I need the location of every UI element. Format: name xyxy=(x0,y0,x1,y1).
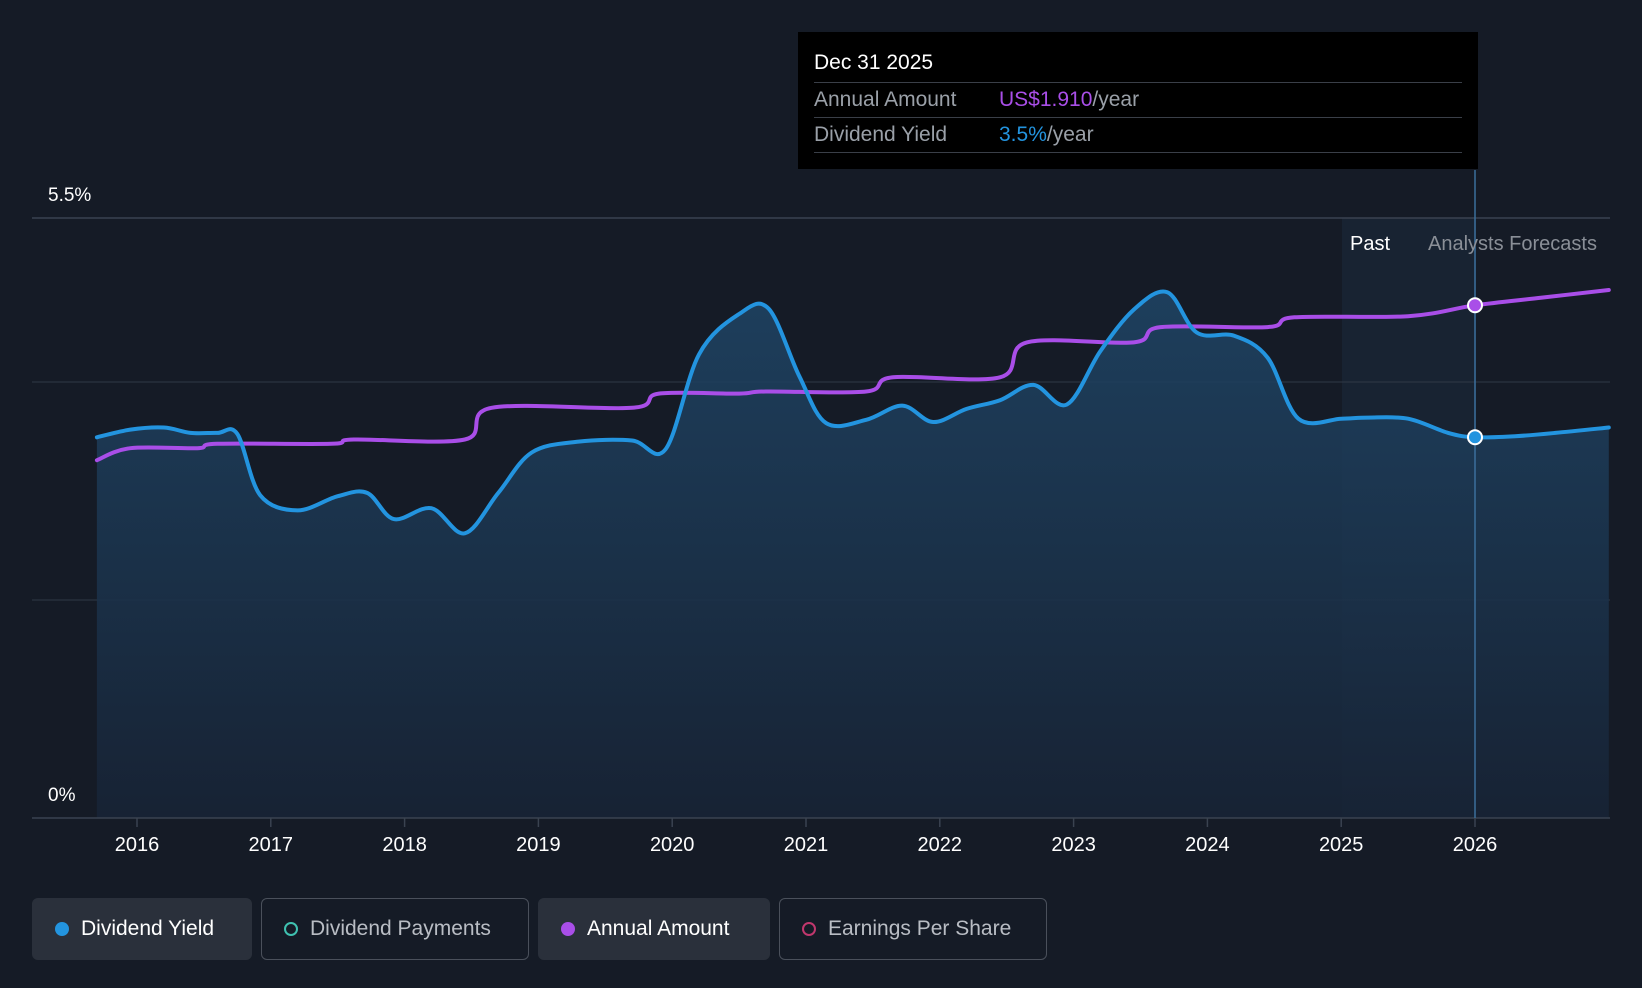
tooltip-row-dividend-yield: Dividend Yield 3.5% /year xyxy=(814,118,1462,153)
y-tick-label-bottom: 0% xyxy=(48,785,76,806)
tooltip-unit: /year xyxy=(1092,88,1140,111)
dividend-yield-line[interactable] xyxy=(94,289,1611,536)
legend-dot-icon xyxy=(802,922,816,936)
tooltip-row-annual-amount: Annual Amount US$1.910 /year xyxy=(814,83,1462,118)
legend-label: Dividend Payments xyxy=(310,917,491,940)
x-tick-label-2021: 2021 xyxy=(784,834,829,856)
legend-label: Earnings Per Share xyxy=(828,917,1012,940)
tooltip-date: Dec 31 2025 xyxy=(814,48,1462,83)
legend-dot-icon xyxy=(55,922,69,936)
y-tick-label-top: 5.5% xyxy=(48,185,91,206)
tooltip-unit: /year xyxy=(1046,123,1094,146)
legend-dot-icon xyxy=(284,922,298,936)
tooltip-value: 3.5% xyxy=(999,123,1047,146)
tooltip: Dec 31 2025 Annual Amount US$1.910 /year… xyxy=(798,32,1478,169)
x-tick-label-2024: 2024 xyxy=(1185,834,1230,856)
past-label: Past xyxy=(1350,233,1390,255)
x-tick-label-2020: 2020 xyxy=(650,834,695,856)
annual-amount-line[interactable] xyxy=(94,288,1611,463)
forecast-label: Analysts Forecasts xyxy=(1428,233,1597,255)
x-tick-label-2017: 2017 xyxy=(249,834,294,856)
x-tick-label-2022: 2022 xyxy=(918,834,963,856)
tooltip-value: US$1.910 xyxy=(999,88,1093,111)
x-tick-label-2016: 2016 xyxy=(115,834,160,856)
legend-earnings-per-share[interactable]: Earnings Per Share xyxy=(779,898,1047,960)
legend-label: Dividend Yield xyxy=(81,917,215,940)
tooltip-key: Annual Amount xyxy=(814,88,957,111)
x-tick-label-2019: 2019 xyxy=(516,834,561,856)
annual-amount-marker xyxy=(1467,297,1483,314)
legend-dot-icon xyxy=(561,922,575,936)
legend-dividend-yield[interactable]: Dividend Yield xyxy=(32,898,252,960)
x-tick-label-2018: 2018 xyxy=(382,834,427,856)
legend-annual-amount[interactable]: Annual Amount xyxy=(538,898,770,960)
x-tick-label-2025: 2025 xyxy=(1319,834,1364,856)
dividend-yield-marker xyxy=(1467,429,1483,446)
legend-dividend-payments[interactable]: Dividend Payments xyxy=(261,898,529,960)
dividend-yield-area xyxy=(96,291,1609,818)
legend-label: Annual Amount xyxy=(587,917,730,940)
x-tick-label-2026: 2026 xyxy=(1453,834,1498,856)
x-tick-label-2023: 2023 xyxy=(1051,834,1096,856)
tooltip-key: Dividend Yield xyxy=(814,123,948,146)
